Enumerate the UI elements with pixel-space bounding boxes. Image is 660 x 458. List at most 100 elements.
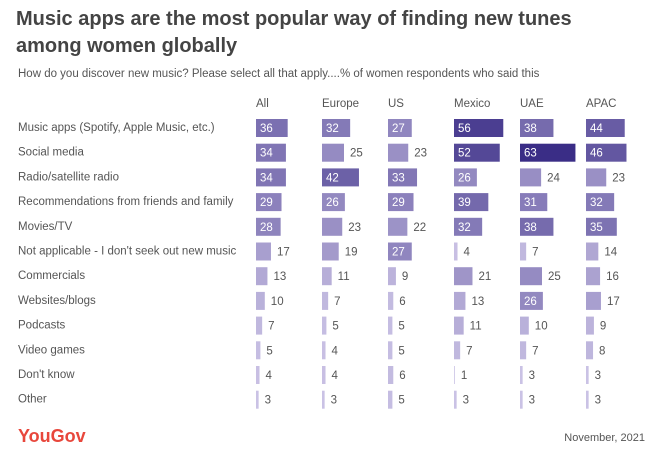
bar bbox=[322, 267, 332, 286]
column-header: Mexico bbox=[454, 98, 490, 110]
bar bbox=[256, 341, 261, 360]
value-label: 31 bbox=[524, 197, 537, 209]
value-label: 28 bbox=[260, 222, 273, 234]
value-label: 8 bbox=[599, 345, 605, 357]
bar bbox=[454, 193, 489, 212]
value-label: 25 bbox=[548, 271, 561, 283]
value-label: 27 bbox=[392, 247, 405, 259]
value-label: 10 bbox=[535, 321, 548, 333]
bar bbox=[388, 341, 393, 360]
bar bbox=[520, 143, 576, 162]
bar bbox=[388, 119, 412, 137]
bar bbox=[586, 341, 594, 360]
value-label: 29 bbox=[392, 197, 405, 209]
bar bbox=[586, 291, 601, 310]
bar bbox=[454, 217, 483, 236]
value-label: 5 bbox=[398, 321, 404, 333]
row-label: Not applicable - I don't seek out new mu… bbox=[18, 246, 237, 258]
bar bbox=[586, 143, 627, 162]
bar bbox=[454, 291, 466, 310]
value-label: 36 bbox=[260, 123, 273, 135]
column-header: UAE bbox=[520, 98, 544, 110]
value-label: 27 bbox=[392, 123, 405, 135]
logo: YouGov bbox=[18, 426, 86, 446]
bar bbox=[256, 217, 281, 236]
bar bbox=[322, 316, 327, 335]
bar bbox=[586, 168, 607, 187]
bar bbox=[388, 291, 394, 310]
value-label: 3 bbox=[595, 370, 601, 382]
value-label: 7 bbox=[532, 247, 538, 259]
chart-title: Music apps are the most popular way of f… bbox=[16, 8, 572, 57]
value-label: 5 bbox=[332, 321, 338, 333]
bar bbox=[586, 119, 625, 137]
bar bbox=[322, 242, 339, 261]
bar bbox=[256, 242, 271, 261]
bar bbox=[454, 267, 473, 286]
bar bbox=[454, 168, 477, 187]
bar bbox=[520, 119, 554, 137]
bar bbox=[388, 316, 393, 335]
value-label: 32 bbox=[458, 222, 471, 234]
value-label: 23 bbox=[348, 222, 361, 234]
value-label: 5 bbox=[266, 345, 272, 357]
value-label: 35 bbox=[590, 222, 603, 234]
bar bbox=[454, 390, 457, 409]
bar bbox=[454, 119, 504, 137]
value-label: 52 bbox=[458, 148, 471, 160]
value-label: 10 bbox=[271, 296, 284, 308]
bar bbox=[520, 341, 527, 360]
value-label: 4 bbox=[464, 247, 471, 259]
value-label: 7 bbox=[268, 321, 274, 333]
bar bbox=[322, 193, 345, 212]
bar bbox=[322, 366, 326, 384]
value-label: 6 bbox=[399, 296, 405, 308]
bar bbox=[520, 366, 523, 384]
bar bbox=[388, 193, 414, 212]
bar bbox=[454, 316, 464, 335]
bar bbox=[586, 366, 589, 384]
value-label: 63 bbox=[524, 148, 537, 160]
value-label: 38 bbox=[524, 222, 537, 234]
bar bbox=[520, 291, 543, 310]
value-label: 11 bbox=[338, 271, 350, 283]
value-label: 13 bbox=[273, 271, 286, 283]
bar bbox=[256, 366, 260, 384]
value-label: 17 bbox=[277, 247, 290, 259]
value-label: 34 bbox=[260, 172, 273, 184]
value-label: 29 bbox=[260, 197, 273, 209]
value-label: 26 bbox=[326, 197, 339, 209]
bar bbox=[256, 119, 288, 137]
column-header: All bbox=[256, 98, 269, 110]
bar bbox=[256, 291, 265, 310]
value-label: 3 bbox=[595, 395, 601, 407]
bar bbox=[256, 193, 282, 212]
bar bbox=[322, 168, 359, 187]
value-label: 23 bbox=[414, 148, 427, 160]
value-label: 5 bbox=[398, 395, 404, 407]
bar bbox=[454, 242, 458, 261]
bar bbox=[388, 168, 418, 187]
bar bbox=[520, 242, 527, 261]
value-label: 33 bbox=[392, 172, 405, 184]
bar bbox=[256, 390, 259, 409]
bar bbox=[520, 217, 554, 236]
column-header: APAC bbox=[586, 98, 616, 110]
value-label: 9 bbox=[402, 271, 408, 283]
row-label: Recommendations from friends and family bbox=[18, 196, 234, 208]
value-label: 24 bbox=[547, 172, 560, 184]
value-label: 7 bbox=[532, 345, 538, 357]
value-label: 11 bbox=[470, 321, 482, 333]
bar bbox=[586, 193, 615, 212]
column-header: US bbox=[388, 98, 404, 110]
value-label: 9 bbox=[600, 321, 606, 333]
bar bbox=[520, 390, 523, 409]
bar bbox=[586, 316, 594, 335]
value-label: 14 bbox=[604, 247, 617, 259]
bar bbox=[520, 316, 529, 335]
bar bbox=[520, 193, 548, 212]
bar bbox=[454, 341, 461, 360]
value-label: 21 bbox=[478, 271, 491, 283]
bar bbox=[520, 168, 542, 187]
